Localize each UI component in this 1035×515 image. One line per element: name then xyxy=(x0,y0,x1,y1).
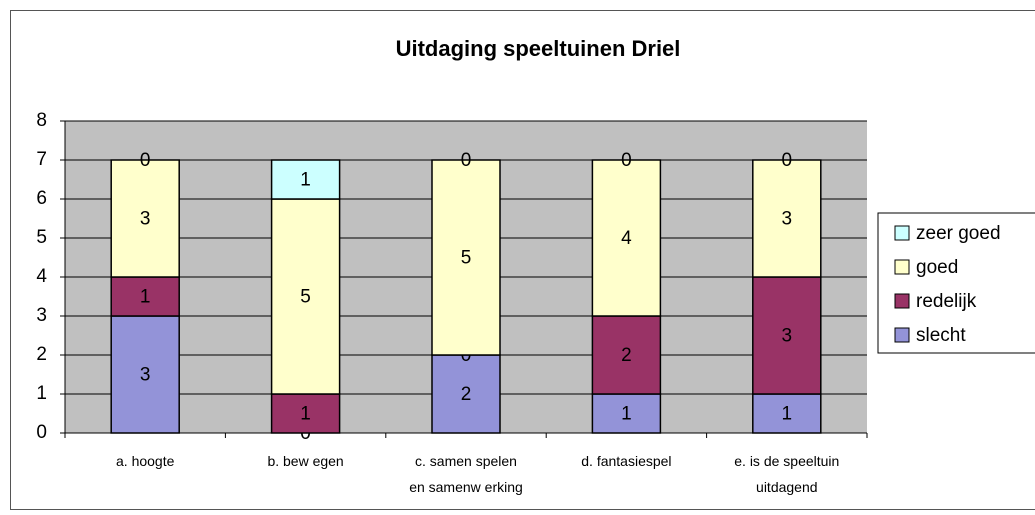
chart-title: Uitdaging speeltuinen Driel xyxy=(396,36,681,61)
legend-label: goed xyxy=(916,257,958,278)
data-label: 0 xyxy=(782,150,793,171)
y-tick-label: 7 xyxy=(36,149,47,170)
y-tick-label: 5 xyxy=(36,227,47,248)
bar-segment xyxy=(591,393,662,434)
data-label: 3 xyxy=(140,365,151,386)
y-tick-label: 1 xyxy=(36,383,47,404)
x-tick-label-line: c. samen spelen xyxy=(415,453,517,469)
y-tick-label: 3 xyxy=(36,305,47,326)
data-label: 1 xyxy=(300,404,311,425)
data-label: 2 xyxy=(621,345,632,366)
data-label: 0 xyxy=(140,150,151,171)
y-tick-label: 4 xyxy=(36,266,47,287)
data-label: 5 xyxy=(461,248,472,269)
legend-label: slecht xyxy=(916,325,966,346)
bar-segment xyxy=(110,315,180,434)
y-tick-label: 8 xyxy=(36,110,47,131)
bar-segment xyxy=(270,159,341,200)
x-tick-label-line: e. is de speeltuin xyxy=(734,453,839,469)
data-label: 3 xyxy=(782,209,793,230)
legend-label: zeer goed xyxy=(916,223,1001,244)
data-label: 2 xyxy=(461,384,472,405)
x-tick-label-line: en samenw erking xyxy=(409,479,523,495)
data-label: 1 xyxy=(140,287,151,308)
data-label: 4 xyxy=(621,228,632,249)
legend-swatch xyxy=(894,293,910,309)
bar-segment xyxy=(110,276,180,317)
data-label: 5 xyxy=(300,287,311,308)
legend-label: redelijk xyxy=(916,291,977,312)
x-tick-label: b. bew egen xyxy=(267,453,343,469)
data-label: 1 xyxy=(300,170,311,191)
x-tick-label: c. samen spelen en samenw erking xyxy=(409,453,523,495)
bar-segment xyxy=(270,393,341,434)
y-tick-label: 2 xyxy=(36,344,47,365)
legend-swatch xyxy=(894,259,910,275)
data-label: 1 xyxy=(782,404,793,425)
x-tick-label-line: uitdagend xyxy=(756,479,818,495)
data-label: 3 xyxy=(140,209,151,230)
bar-segment xyxy=(591,315,662,395)
bar-segment xyxy=(431,159,501,356)
bar-segment xyxy=(110,159,180,278)
data-label: 3 xyxy=(782,326,793,347)
legend-swatch xyxy=(894,327,910,343)
y-tick-label: 6 xyxy=(36,188,47,209)
data-label: 0 xyxy=(461,150,472,171)
x-tick-label: d. fantasiespel xyxy=(581,453,671,469)
bar-segment xyxy=(752,159,822,278)
legend-swatch xyxy=(894,225,910,241)
x-tick-label-line: d. fantasiespel xyxy=(581,453,671,469)
data-label: 1 xyxy=(621,404,632,425)
x-tick-label: a. hoogte xyxy=(116,453,175,469)
bar-segment xyxy=(752,393,822,434)
x-tick-label: e. is de speeltuin uitdagend xyxy=(734,453,839,495)
bar-segment xyxy=(270,198,341,395)
y-tick-label: 0 xyxy=(36,422,47,443)
bar-segment xyxy=(752,276,822,395)
x-tick-label-line: b. bew egen xyxy=(267,453,343,469)
x-tick-label-line: a. hoogte xyxy=(116,453,175,469)
data-label: 0 xyxy=(621,150,632,171)
bar-segment xyxy=(591,159,662,317)
